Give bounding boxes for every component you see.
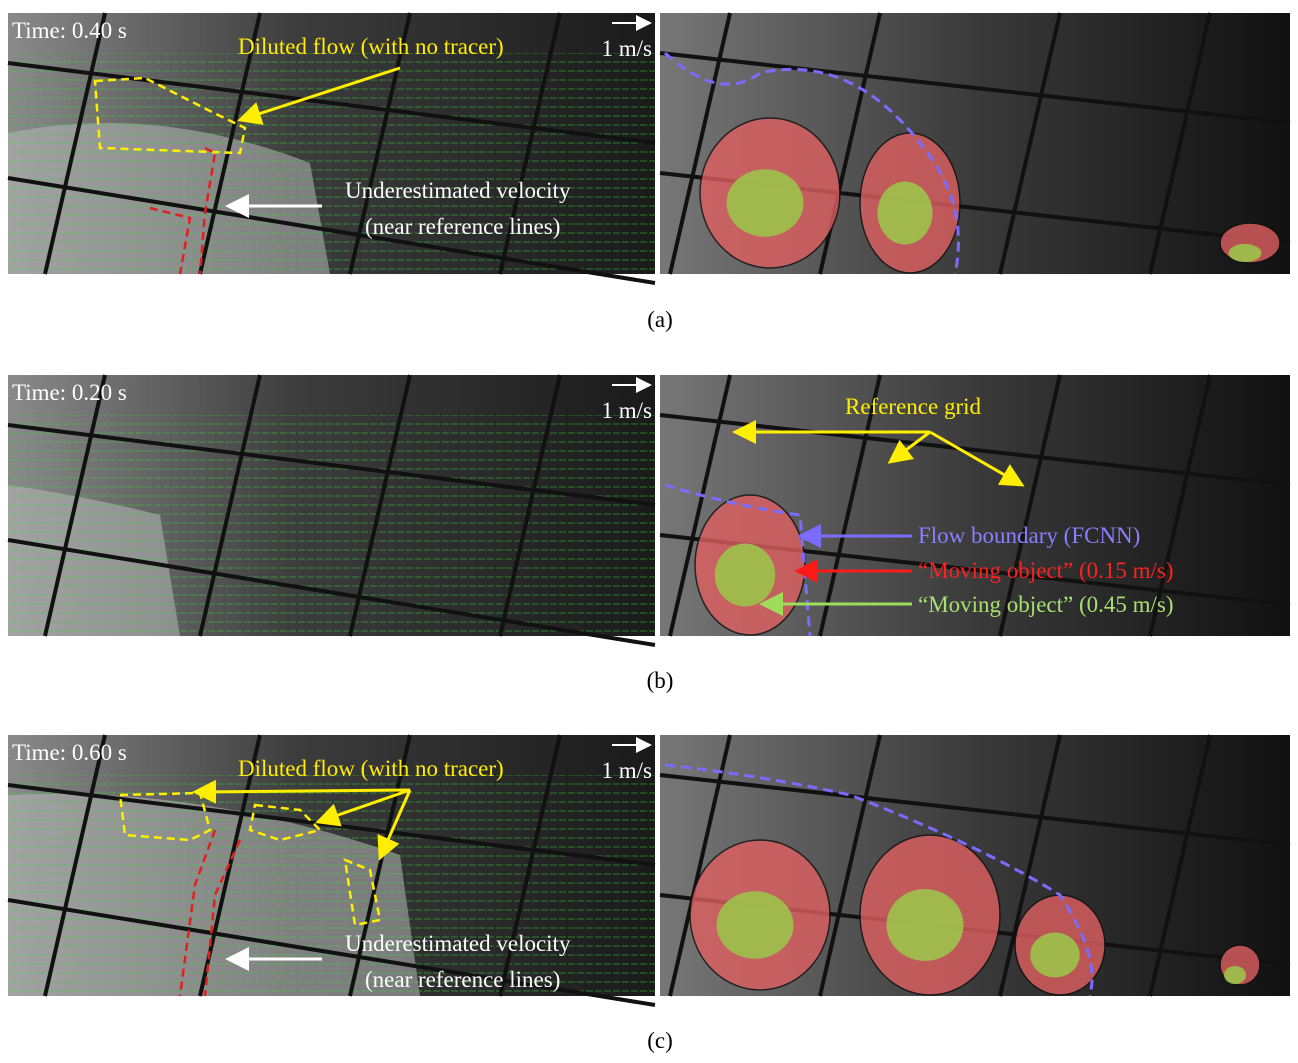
scale-label: 1 m/s	[602, 36, 653, 61]
time-label: Time: 0.40 s	[12, 18, 127, 43]
panel-caption: (a)	[647, 307, 673, 332]
annotation: “Moving object” (0.45 m/s)	[918, 592, 1174, 617]
annotation: (near reference lines)	[365, 967, 560, 992]
annotation: Reference grid	[845, 394, 982, 419]
scale-label: 1 m/s	[602, 398, 653, 423]
panel: 1 m/s Time: 0.40 s Diluted flow (with no t…	[8, 13, 1290, 283]
annotation: Diluted flow (with no tracer)	[238, 756, 504, 781]
annotation: Underestimated velocity	[345, 931, 571, 956]
panel-caption: (c)	[647, 1028, 673, 1053]
time-label: Time: 0.60 s	[12, 740, 127, 765]
velocity-vectors	[8, 415, 655, 636]
annotation: “Moving object” (0.15 m/s)	[918, 558, 1174, 583]
velocity-vectors	[8, 775, 655, 996]
panel-caption: (b)	[647, 668, 674, 693]
moving-object-fast	[878, 182, 933, 245]
moving-object-fast	[1224, 966, 1246, 984]
arrow	[195, 790, 410, 792]
moving-object-fast	[727, 169, 804, 237]
panel: 1 m/s Time: 0.60 s Diluted flow (with no t…	[8, 735, 1290, 1005]
figure: 1 m/s Time: 0.40 s Diluted flow (with no t…	[0, 0, 1298, 1063]
velocity-vectors	[8, 53, 655, 274]
time-label: Time: 0.20 s	[12, 380, 127, 405]
panel: 1 m/s Time: 0.20 s Reference grid Flow boun…	[8, 375, 1290, 645]
annotation: Flow boundary (FCNN)	[918, 523, 1140, 548]
moving-object-fast	[1030, 933, 1080, 978]
annotation: Diluted flow (with no tracer)	[238, 34, 504, 59]
scale-label: 1 m/s	[602, 758, 653, 783]
moving-object-fast	[717, 891, 794, 959]
moving-object-fast	[715, 544, 776, 607]
annotation: Underestimated velocity	[345, 178, 571, 203]
moving-object-fast	[1229, 244, 1262, 262]
annotation: (near reference lines)	[365, 214, 560, 239]
moving-object-fast	[887, 889, 964, 961]
